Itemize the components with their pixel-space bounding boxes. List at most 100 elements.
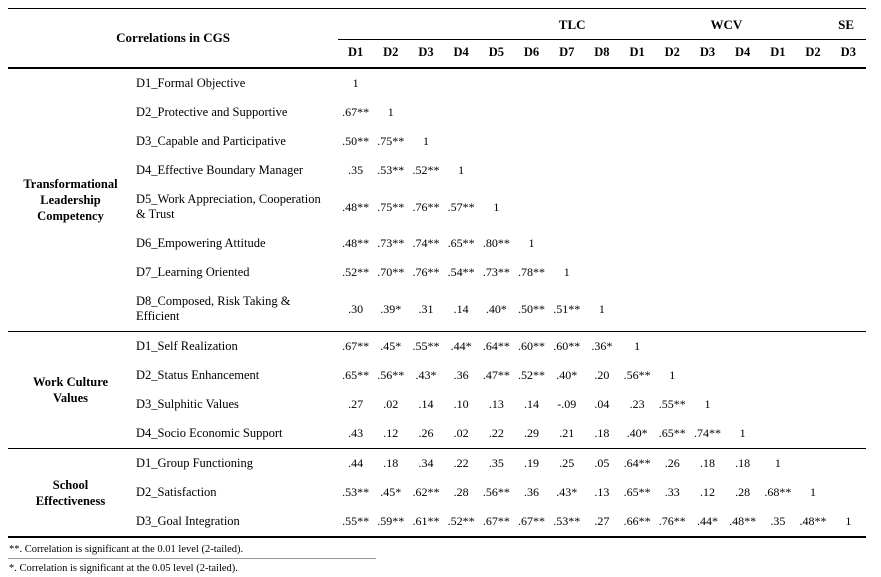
corr-value: .48** xyxy=(795,507,831,538)
corr-value: .56** xyxy=(377,368,405,382)
col-header: D7 xyxy=(549,39,585,69)
row-label: D4_Effective Boundary Manager xyxy=(136,163,304,177)
corr-value: .31 xyxy=(408,287,444,332)
corr-value: .45* xyxy=(380,485,402,499)
corr-value xyxy=(584,98,619,127)
corr-value: .18 xyxy=(699,456,715,470)
corr-value: .14 xyxy=(524,397,540,411)
corr-value: .67** xyxy=(342,339,370,353)
corr-value xyxy=(725,258,760,287)
corr-value: 1 xyxy=(584,287,620,332)
corr-value xyxy=(831,332,866,362)
col-header: D3 xyxy=(830,39,866,69)
table-row: Work Culture Values D1_Self Realization .6… xyxy=(8,331,866,449)
corr-value xyxy=(831,68,866,98)
corr-value: .02 xyxy=(443,419,479,449)
corr-value xyxy=(725,127,760,156)
corr-value xyxy=(725,68,760,98)
corr-value: 1 xyxy=(422,134,429,148)
col-header: D1 xyxy=(338,39,374,69)
corr-value xyxy=(479,156,514,185)
corr-value: .64** xyxy=(623,456,651,470)
corr-value xyxy=(514,185,549,229)
corr-value: .73** xyxy=(377,236,405,250)
corr-value xyxy=(831,390,866,419)
corr-value: .56** xyxy=(482,485,510,499)
corr-value: .18 xyxy=(735,456,751,470)
corr-value xyxy=(408,68,443,98)
column-group-se: SE xyxy=(760,8,866,40)
corr-value: .14 xyxy=(418,397,434,411)
corr-value xyxy=(620,229,655,258)
corr-value: .53** xyxy=(549,507,585,538)
corr-value: .19 xyxy=(524,456,540,470)
corr-value: 1 xyxy=(528,236,535,250)
corr-value xyxy=(760,258,795,287)
corr-value: .05 xyxy=(594,456,610,470)
corr-value: .59** xyxy=(373,507,409,538)
corr-value xyxy=(760,127,795,156)
table-row: D5_Work Appreciation, Cooperation & Trus… xyxy=(8,185,866,229)
corr-value xyxy=(725,332,760,362)
corr-value: .43* xyxy=(415,368,437,382)
table-row: D2_Status Enhancement .65** .56** .43* .36 .4… xyxy=(8,361,866,390)
corr-value: .39* xyxy=(373,287,409,332)
corr-value: 1 xyxy=(634,339,641,353)
corr-value: .44* xyxy=(450,339,472,353)
corr-value: .40* xyxy=(478,287,514,332)
corr-value xyxy=(514,156,549,185)
table-head: Correlations in CGS TLC WCV SE D1 D2 D3 D4 D5 D6 D… xyxy=(8,8,866,69)
corr-value: .60** xyxy=(553,339,581,353)
table-row: D3_Sulphitic Values .27 .02 .14 .10 .13 .14 -.0… xyxy=(8,390,866,419)
corr-value: -.09 xyxy=(557,397,577,411)
corr-value xyxy=(655,229,690,258)
header-columns-row: D1 D2 D3 D4 D5 D6 D7 D8 D1 D2 D3 D4 D1 D2 D3 xyxy=(8,39,866,69)
corr-value xyxy=(795,68,830,98)
corr-value xyxy=(444,127,479,156)
corr-value: .57** xyxy=(447,199,475,214)
corr-value: .66** xyxy=(619,507,655,538)
corr-value: .44 xyxy=(348,456,364,470)
corr-value xyxy=(760,98,795,127)
col-header: D1 xyxy=(760,39,796,69)
table-row: D2_Satisfaction .53** .45* .62** .28 .56** .36… xyxy=(8,478,866,507)
corr-value xyxy=(725,229,760,258)
corr-value: .14 xyxy=(443,287,479,332)
corr-value xyxy=(584,185,619,229)
table-row: D4_Socio Economic Support .43.12.26.02.22… xyxy=(8,419,866,449)
corr-value xyxy=(795,98,830,127)
row-group-body: Transformational Leadership Competency D1… xyxy=(8,68,866,332)
corr-value: 1 xyxy=(493,199,500,214)
corr-value: .18 xyxy=(383,456,399,470)
corr-value: .64** xyxy=(482,339,510,353)
corr-value: .36 xyxy=(453,368,469,382)
corr-value xyxy=(831,361,866,390)
corr-value: .50** xyxy=(342,134,370,148)
col-header: D3 xyxy=(689,39,726,69)
corr-value: .76** xyxy=(412,199,440,214)
corr-value: .04 xyxy=(594,397,610,411)
corr-value: .52** xyxy=(518,368,546,382)
corr-value: .13 xyxy=(488,397,504,411)
corr-value: 1 xyxy=(704,397,711,411)
corr-value: .20 xyxy=(594,368,610,382)
table-row: D6_Empowering Attitude .48** .73** .74** .65… xyxy=(8,229,866,258)
corr-value: 1 xyxy=(669,368,676,382)
corr-value xyxy=(549,98,584,127)
corr-value xyxy=(690,98,725,127)
row-group-body: Work Culture Values D1_Self Realization .6… xyxy=(8,331,866,449)
corr-value xyxy=(831,98,866,127)
corr-value: 1 xyxy=(352,76,359,90)
corr-value xyxy=(549,156,584,185)
col-header: D1 xyxy=(619,39,655,69)
table-title: Correlations in CGS xyxy=(8,8,339,69)
footnote: **. Correlation is significant at the 0.… xyxy=(8,540,376,559)
corr-value: 1 xyxy=(563,265,570,279)
corr-value xyxy=(655,156,690,185)
corr-value: .40* xyxy=(619,419,655,449)
corr-value xyxy=(690,185,725,229)
col-header: D2 xyxy=(795,39,831,69)
corr-value: .12 xyxy=(373,419,409,449)
corr-value xyxy=(760,419,796,449)
